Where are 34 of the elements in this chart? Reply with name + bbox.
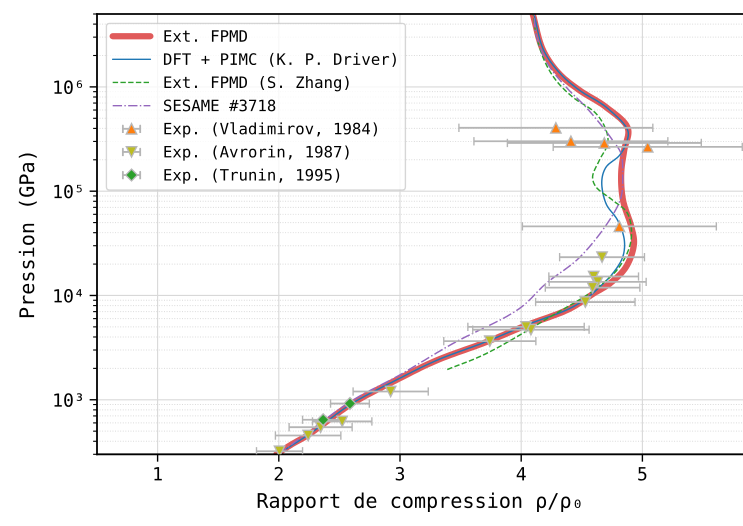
legend-label: Exp. (Vladimirov, 1984) — [164, 122, 377, 138]
point — [586, 282, 598, 294]
x-axis-title: Rapport de compression ρ/ρ₀ — [258, 492, 581, 512]
y-tick-label: 10⁶ — [54, 80, 82, 94]
point — [384, 386, 397, 398]
x-tick-label: 1 — [154, 467, 162, 480]
legend-label: DFT + PIMC (K. P. Driver) — [164, 52, 396, 67]
legend-label: Ext. FPMD (S. Zhang) — [164, 76, 349, 92]
point — [302, 430, 314, 442]
point — [613, 220, 626, 232]
point — [316, 413, 330, 426]
legend-label: Exp. (Avrorin, 1987) — [164, 145, 349, 161]
point — [520, 320, 532, 333]
legend-label: SESAME #3718 — [164, 100, 276, 112]
y-tick-label: 10³ — [54, 393, 82, 407]
y-axis-title: Pression (GPa) — [18, 153, 37, 318]
y-tick-label: 10⁵ — [54, 184, 82, 198]
point — [336, 416, 348, 428]
point — [564, 135, 577, 148]
point — [274, 445, 286, 454]
point — [596, 251, 608, 264]
point — [550, 122, 562, 134]
legend-label: Exp. (Trunin, 1995) — [164, 168, 340, 184]
point — [598, 137, 610, 149]
x-tick-label: 2 — [274, 466, 283, 480]
x-tick-label: 5 — [638, 467, 646, 481]
legend-label: Ext. FPMD — [164, 30, 247, 42]
x-tick-label: 4 — [516, 467, 526, 480]
point — [343, 396, 357, 410]
y-tick-label: 10⁴ — [54, 288, 82, 303]
point — [642, 140, 654, 153]
x-tick-label: 3 — [396, 466, 404, 481]
point — [484, 335, 496, 348]
point — [579, 296, 592, 308]
